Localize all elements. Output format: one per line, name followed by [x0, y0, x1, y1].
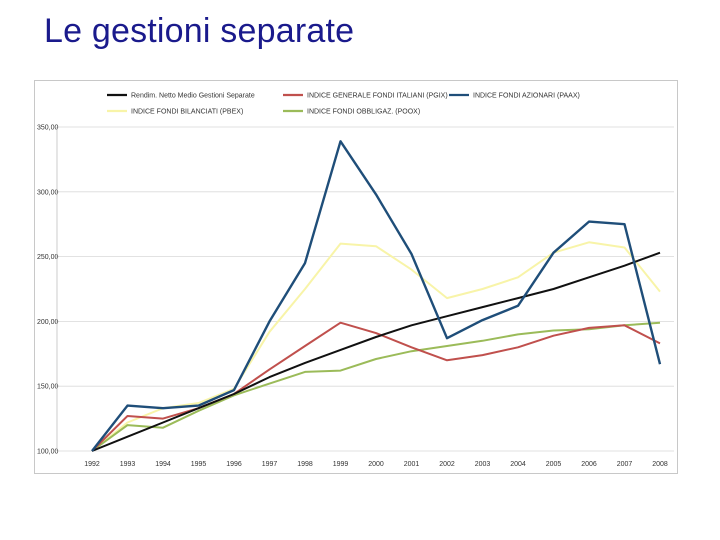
slide-title: Le gestioni separate	[44, 12, 355, 50]
x-tick-label: 2006	[581, 461, 597, 468]
x-tick-label: 1996	[226, 461, 242, 468]
x-tick-label: 2008	[652, 461, 668, 468]
y-tick-label: 250,00	[37, 254, 59, 261]
x-tick-label: 2007	[617, 461, 633, 468]
y-tick-label: 300,00	[37, 189, 59, 196]
x-tick-label: 2004	[510, 461, 526, 468]
x-tick-label: 1993	[120, 461, 136, 468]
x-tick-label: 1992	[84, 461, 100, 468]
legend-entry-label: INDICE GENERALE FONDI ITALIANI (PGIX)	[307, 93, 448, 100]
series-line	[91, 321, 661, 452]
series-line	[91, 321, 661, 452]
x-tick-label: 2005	[546, 461, 562, 468]
chart-frame: 100,00 150,00 200,00 250,00 300,00 350,00 1992…	[34, 80, 678, 474]
legend-entry-label: INDICE FONDI AZIONARI (PAAX)	[473, 93, 580, 100]
series-line	[91, 241, 661, 452]
legend-entry-label: INDICE FONDI BILANCIATI (PBEX)	[131, 109, 243, 116]
x-tick-label: 1998	[297, 461, 313, 468]
x-tick-label: 2003	[475, 461, 491, 468]
x-tick-label: 1995	[191, 461, 207, 468]
y-tick-label: 350,00	[37, 125, 59, 132]
line-chart: 100,00 150,00 200,00 250,00 300,00 350,00 1992…	[37, 93, 674, 468]
x-tick-label: 2002	[439, 461, 455, 468]
series-line	[91, 140, 662, 452]
x-tick-label: 1999	[333, 461, 349, 468]
x-tick-label: 1997	[262, 461, 278, 468]
x-tick-label: 2000	[368, 461, 384, 468]
series-line	[91, 251, 661, 452]
x-tick-label: 1994	[155, 461, 171, 468]
legend-entry-label: Rendim. Netto Medio Gestioni Separate	[131, 93, 255, 100]
legend-entry-label: INDICE FONDI OBBLIGAZ. (POOX)	[307, 109, 420, 116]
y-tick-label: 150,00	[37, 384, 59, 391]
y-tick-label: 100,00	[37, 449, 59, 456]
x-tick-label: 2001	[404, 461, 420, 468]
y-tick-label: 200,00	[37, 319, 59, 326]
